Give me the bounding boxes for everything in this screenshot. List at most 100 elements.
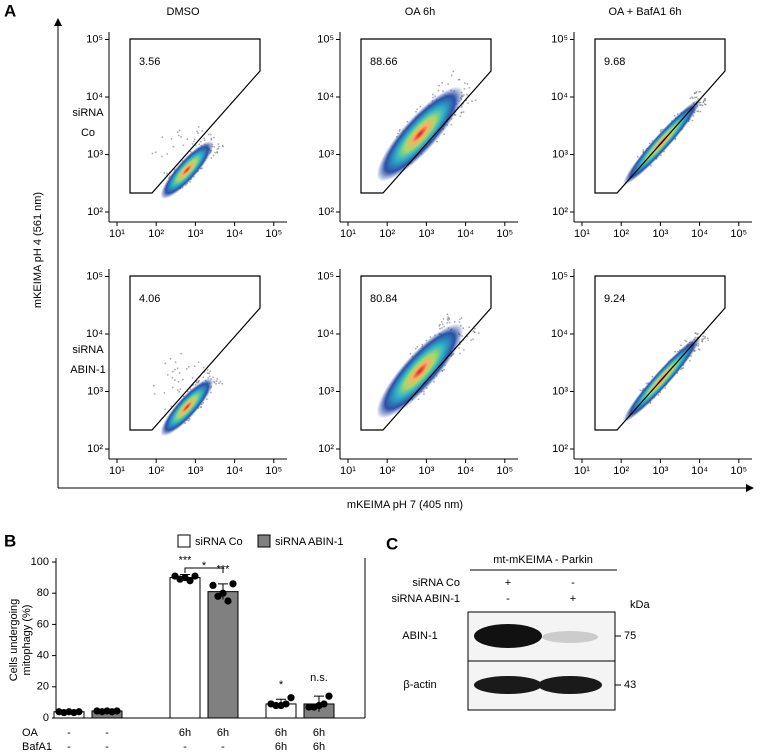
event-dot <box>152 384 155 387</box>
event-dot <box>460 111 463 114</box>
event-dot <box>202 366 205 369</box>
event-dot <box>171 386 174 389</box>
y-tick-label: 40 <box>37 650 49 662</box>
band-name: β-actin <box>403 679 436 691</box>
event-dot <box>458 347 460 349</box>
event-dot <box>474 99 477 102</box>
event-dot <box>458 78 461 81</box>
event-dot <box>448 318 450 320</box>
y-tick-label: 10³ <box>87 385 103 397</box>
event-dot <box>206 398 208 401</box>
condition-label: - <box>105 727 109 739</box>
y-tick-label: 10⁵ <box>317 33 334 45</box>
event-dot <box>693 96 696 99</box>
annotation: * <box>279 679 284 691</box>
condition-sign: + <box>570 593 576 605</box>
x-tick-label: 10² <box>148 465 164 477</box>
event-dot <box>198 379 201 382</box>
event-dot <box>178 390 181 393</box>
event-dot <box>154 151 157 154</box>
x-tick-label: 10¹ <box>109 465 125 477</box>
event-dot <box>689 97 692 100</box>
event-dot <box>171 376 174 379</box>
event-dot <box>151 152 154 155</box>
event-dot <box>467 102 469 105</box>
gate <box>360 38 492 194</box>
event-dot <box>178 129 181 132</box>
replicate-dot <box>191 572 199 580</box>
event-dot <box>221 382 224 385</box>
event-dot <box>161 155 163 158</box>
y-tick-label: 10³ <box>318 385 334 397</box>
condition-label: - <box>183 741 187 752</box>
event-dot <box>419 105 422 108</box>
event-dot <box>433 380 435 383</box>
event-dot <box>692 97 694 100</box>
row-name: BafA1 <box>22 741 52 752</box>
event-dot <box>639 389 642 392</box>
event-dot <box>192 140 195 143</box>
legend-label: siRNA ABIN-1 <box>275 536 343 548</box>
event-dot <box>694 332 697 335</box>
event-dot <box>636 155 639 158</box>
event-dot <box>166 172 169 175</box>
y-tick-label: 10⁵ <box>86 270 103 282</box>
band <box>474 624 542 648</box>
event-dot <box>462 94 465 96</box>
event-dot <box>417 398 420 401</box>
event-dot <box>642 149 645 151</box>
y-tick-label: 10² <box>552 443 568 455</box>
event-dot <box>450 123 453 126</box>
event-dot <box>443 368 445 371</box>
event-dot <box>702 101 705 104</box>
y-tick-label: 10³ <box>552 385 568 397</box>
event-dot <box>477 332 480 335</box>
condition-label: 6h <box>275 727 287 739</box>
column-title: OA + BafA1 6h <box>608 6 681 18</box>
replicate-dot <box>224 597 232 605</box>
replicate-dot <box>229 580 237 588</box>
event-dot <box>695 90 698 93</box>
event-dot <box>446 322 449 324</box>
event-dot <box>443 133 446 136</box>
event-dot <box>219 380 222 383</box>
event-dot <box>197 126 200 128</box>
event-dot <box>473 331 476 333</box>
event-dot <box>193 365 196 368</box>
x-tick-label: 10⁴ <box>457 465 474 477</box>
event-dot <box>460 106 463 109</box>
event-dot <box>699 90 702 93</box>
event-dot <box>695 96 698 99</box>
y-tick-label: 10⁴ <box>551 328 568 340</box>
y-tick-label: 10² <box>87 206 103 218</box>
event-dot <box>177 380 180 383</box>
gate <box>594 275 726 431</box>
event-dot <box>210 157 213 159</box>
condition-label: - <box>67 741 71 752</box>
event-dot <box>441 81 444 84</box>
condition-sign: - <box>506 593 510 605</box>
event-dot <box>206 372 209 375</box>
replicate-dot <box>186 577 194 585</box>
event-dot <box>199 140 202 143</box>
column-title: DMSO <box>167 6 200 18</box>
event-dot <box>463 82 466 85</box>
event-dot <box>432 96 434 99</box>
x-tick-label: 10¹ <box>574 465 590 477</box>
event-dot <box>218 145 221 148</box>
y-tick-label: 10⁴ <box>551 91 568 103</box>
annotation: *** <box>179 554 193 566</box>
legend-swatch <box>257 534 271 548</box>
event-dot <box>447 316 449 318</box>
event-dot <box>437 89 440 92</box>
event-dot <box>153 393 156 396</box>
event-dot <box>439 323 441 326</box>
event-dot <box>684 339 687 342</box>
condition-label: 6h <box>313 741 325 752</box>
event-dot <box>213 136 215 139</box>
row-label: ABIN-1 <box>70 364 105 376</box>
condition-label: - <box>105 741 109 752</box>
event-dot <box>217 143 220 145</box>
event-dot <box>176 389 179 391</box>
